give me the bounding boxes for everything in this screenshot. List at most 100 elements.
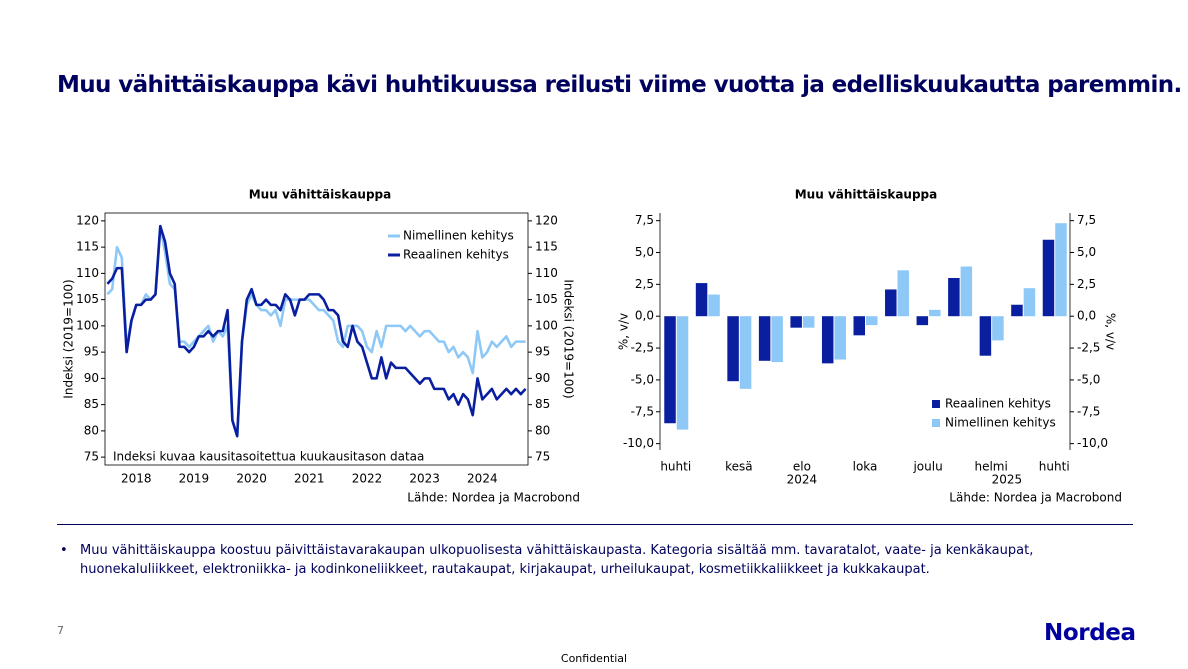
y2-tick-label: -7,5 [1077,404,1100,418]
x-tick-label: 2024 [467,472,498,486]
y2-tick-label: 2,5 [1077,277,1096,291]
bar [1055,223,1067,317]
y-axis-label: Indeksi (2019=100) [62,279,76,398]
y-tick-label: -5,0 [631,372,654,386]
bar [916,316,929,326]
divider [57,524,1133,525]
bar [664,316,676,424]
y2-tick-label: 85 [535,397,550,411]
bar [866,316,878,326]
legend-label: Nimellinen kehitys [403,229,514,243]
y2-tick-label: 95 [535,345,550,359]
bar [676,316,689,430]
x-tick-label: 2018 [121,472,152,486]
plot-frame [104,212,529,466]
bar [1023,288,1036,317]
x-tick-label: 2021 [294,472,325,486]
y-axis-label: %, v/v [617,313,631,350]
x-tick-label: 2023 [409,472,440,486]
y-tick-label: 2,5 [635,277,654,291]
series-line [106,224,527,438]
y-tick-label: -7,5 [631,404,654,418]
y-tick-label: 90 [84,371,99,385]
chart-note: Indeksi kuvaa kausitasoitettua kuukausit… [113,450,424,464]
y2-tick-label: 5,0 [1077,245,1096,259]
x-tick-label: 2019 [179,472,210,486]
y-tick-label: 5,0 [635,245,654,259]
bar [739,316,752,389]
bar [1042,239,1055,317]
chart-title: Muu vähittäiskauppa [795,188,938,202]
y2-tick-label: 105 [535,292,558,306]
footer: Confidential [560,652,628,665]
y2-tick-label: -2,5 [1077,341,1100,355]
y-tick-label: 85 [84,397,99,411]
y-tick-label: 7,5 [635,213,654,227]
x-group-label: 2025 [992,473,1023,487]
y-tick-label: 110 [76,266,99,280]
legend-label: Nimellinen kehitys [945,416,1056,430]
y2-tick-label: -10,0 [1077,436,1108,450]
bar [853,316,865,336]
bar [979,316,992,356]
y-tick-label: -10,0 [623,436,654,450]
x-tick-label: kesä [725,460,753,474]
y-tick-label: 115 [76,240,99,254]
legend-label: Reaalinen kehitys [403,248,509,262]
bar [834,316,846,360]
y-tick-label: 120 [76,213,99,227]
y2-tick-label: 80 [535,423,550,437]
chart-title: Muu vähittäiskauppa [249,188,392,202]
bar [771,316,783,363]
logo: Nordea [1044,620,1136,646]
bar [948,277,960,317]
y-tick-label: 75 [84,450,99,464]
y-tick-label: 100 [76,318,99,332]
bar [727,316,739,382]
x-tick-label: helmi [974,460,1007,474]
y2-tick-label: 75 [535,450,550,464]
legend-label: Reaalinen kehitys [945,397,1051,411]
y2-tick-label: -5,0 [1077,372,1100,386]
bar [695,283,708,317]
y2-axis-label: %, v/v [1104,313,1118,350]
bar [885,289,897,317]
y2-tick-label: 110 [535,266,558,280]
x-tick-label: joulu [912,460,942,474]
bar [802,316,815,328]
chart-source: Lähde: Nordea ja Macrobond [407,491,580,505]
x-tick-label: 2022 [352,472,383,486]
legend-swatch [932,419,940,427]
x-tick-label: elo [793,460,811,474]
bullet-text: Muu vähittäiskauppa koostuu päivittäista… [80,543,1034,577]
page-number: 7 [57,624,64,637]
y2-tick-label: 115 [535,240,558,254]
bullet-item: • Muu vähittäiskauppa koostuu päivittäis… [60,541,1135,579]
x-group-label: 2024 [787,473,818,487]
y-tick-label: 95 [84,345,99,359]
bullet-marker: • [60,543,68,558]
x-tick-label: loka [853,460,878,474]
y-tick-label: -2,5 [631,341,654,355]
y2-tick-label: 100 [535,318,558,332]
chart-source: Lähde: Nordea ja Macrobond [949,491,1122,505]
y-tick-label: 0,0 [635,309,654,323]
y2-tick-label: 90 [535,371,550,385]
bar [821,316,834,364]
x-tick-label: 2020 [236,472,267,486]
bar [929,309,941,317]
y-tick-label: 105 [76,292,99,306]
x-tick-label: huhti [1039,460,1070,474]
bar [708,294,720,317]
x-tick-label: huhti [660,460,691,474]
y2-tick-label: 120 [535,213,558,227]
bar [992,316,1004,341]
y-tick-label: 80 [84,423,99,437]
bar [960,266,973,317]
bar [758,316,771,361]
bar [897,270,910,317]
y2-tick-label: 0,0 [1077,309,1096,323]
bar [1011,304,1023,317]
bar [790,316,802,328]
